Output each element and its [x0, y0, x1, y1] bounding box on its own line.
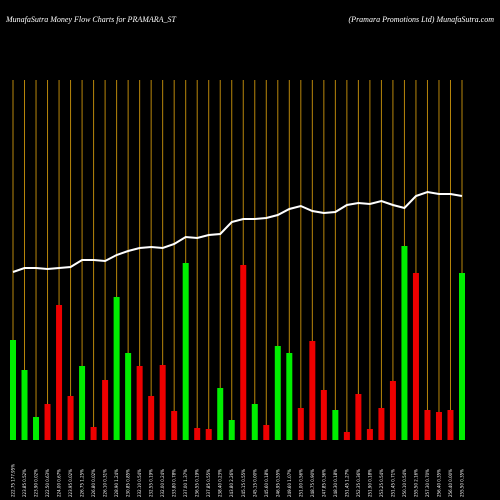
bar	[10, 340, 16, 440]
x-tick-label: 226.80 0.02%	[91, 469, 96, 497]
bar	[332, 410, 339, 440]
bar	[274, 346, 281, 440]
bar	[459, 273, 465, 440]
bar	[447, 410, 454, 440]
x-tick-label: 223.90 0.02%	[34, 469, 39, 497]
x-tick-label: 237.85 0.55%	[206, 469, 211, 497]
bar	[44, 404, 51, 440]
bar	[401, 246, 408, 440]
bar	[182, 263, 189, 440]
x-tick-label: 232.55 0.19%	[149, 469, 154, 497]
bar	[389, 381, 396, 440]
x-tick-label: 232.10 0.54%	[137, 469, 142, 497]
x-tick-label: 245.15 0.00%	[252, 469, 257, 497]
x-tick-label: 246.95 0.55%	[275, 469, 280, 497]
x-tick-label: 256.40 0.35%	[436, 469, 441, 497]
x-tick-label: 245.60 0.18%	[264, 469, 269, 497]
bar	[217, 388, 224, 440]
bar	[355, 394, 362, 440]
bar	[424, 410, 431, 440]
bar	[125, 353, 132, 440]
bar	[171, 411, 178, 440]
x-tick-label: 255.50 0.35%	[460, 469, 465, 497]
x-tick-label: 222.50 0.63%	[45, 469, 50, 497]
chart-title: MunafaSutra Money Flow Charts for PRAMAR…	[5, 15, 177, 24]
bar	[297, 408, 304, 440]
x-tick-label: 257.30 0.70%	[425, 469, 430, 497]
x-tick-label: 251.45 0.71%	[390, 469, 395, 497]
bar	[286, 353, 293, 440]
bar	[194, 428, 201, 440]
x-tick-label: 251.90 0.18%	[367, 469, 372, 497]
x-tick-label: 245.15 0.55%	[241, 469, 246, 497]
price-line	[12, 190, 463, 273]
bar	[79, 366, 86, 440]
bar	[33, 417, 40, 440]
x-tick-label: 253.25 0.54%	[379, 469, 384, 497]
x-tick-label: 228.90 1.24%	[114, 469, 119, 497]
chart-subtitle: (Pramara Promotions Ltd) MunafaSutra.com	[349, 15, 495, 24]
bar	[435, 412, 442, 440]
x-tick-label: 224.00 0.67%	[57, 469, 62, 497]
x-tick-label: 248.75 0.90%	[310, 469, 315, 497]
bar	[102, 380, 109, 440]
x-tick-label: 256.40 0.00%	[448, 469, 453, 497]
bar	[21, 370, 28, 440]
bar	[378, 408, 385, 440]
bar	[113, 297, 120, 440]
x-tick-label: 233.80 0.78%	[172, 469, 177, 497]
x-tick-label: 238.40 0.23%	[218, 469, 223, 497]
x-tick-label: 222.75 177.95%	[11, 464, 16, 497]
x-tick-label: 232.00 0.24%	[160, 469, 165, 497]
x-tick-label: 223.95 0.02%	[68, 469, 73, 497]
x-tick-label: 243.80 2.26%	[229, 469, 234, 497]
bar	[90, 427, 97, 440]
bar	[136, 366, 143, 440]
bar	[320, 390, 327, 440]
bar	[228, 420, 235, 440]
bar	[251, 404, 258, 440]
x-tick-label: 250.10 0.54%	[402, 469, 407, 497]
x-tick-label: 255.50 2.16%	[413, 469, 418, 497]
bar	[159, 365, 166, 440]
bar	[56, 305, 63, 440]
bar	[263, 425, 270, 440]
x-tick-label: 247.85 0.36%	[321, 469, 326, 497]
x-tick-label: 237.00 1.37%	[183, 469, 188, 497]
x-tick-label: 249.60 1.07%	[287, 469, 292, 497]
bar	[205, 429, 212, 440]
x-tick-label: 252.35 0.36%	[356, 469, 361, 497]
bar	[240, 265, 247, 440]
bar	[309, 341, 316, 440]
bar	[343, 432, 350, 440]
bar	[67, 396, 74, 440]
bar	[412, 273, 419, 440]
x-tick-label: 226.10 0.31%	[103, 469, 108, 497]
x-tick-label: 236.55 0.19%	[195, 469, 200, 497]
x-tick-label: 251.45 1.27%	[344, 469, 349, 497]
x-tick-label: 230.85 0.85%	[126, 469, 131, 497]
x-tick-label: 251.00 0.56%	[298, 469, 303, 497]
bar	[148, 396, 155, 440]
bar	[366, 429, 373, 440]
x-tick-label: 223.85 0.52%	[22, 469, 27, 497]
x-tick-label: 248.30 0.18%	[333, 469, 338, 497]
x-tick-label: 226.75 1.25%	[80, 469, 85, 497]
